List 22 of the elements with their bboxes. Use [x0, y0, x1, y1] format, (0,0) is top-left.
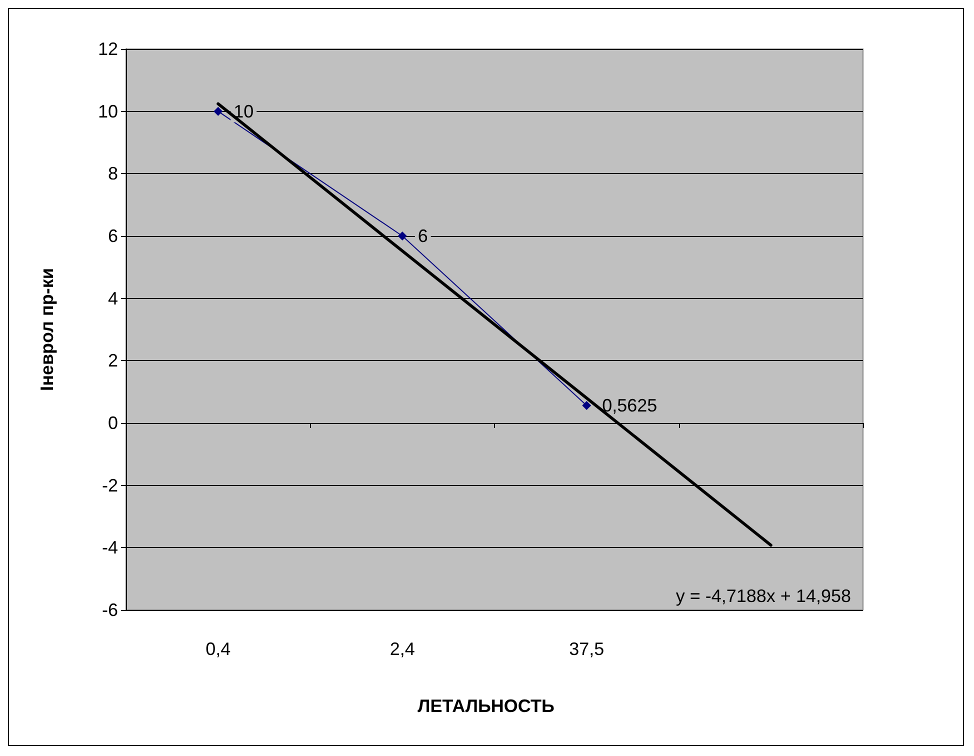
point — [398, 232, 407, 240]
y-tick-label: 4 — [108, 288, 118, 308]
y-tick-label: 0 — [108, 413, 118, 433]
y-tick-label: -6 — [102, 600, 118, 620]
point — [214, 106, 223, 116]
y-tick-label: 6 — [108, 226, 118, 246]
x-tick-label: 37,5 — [569, 639, 604, 659]
y-tick-label: 8 — [108, 164, 118, 184]
y-tick-label: 2 — [108, 350, 118, 371]
annotation: y = -4,7188x + 14,958 — [676, 586, 852, 606]
x-tick-label: 0,4 — [206, 639, 231, 659]
x-tick-label: 2,4 — [390, 639, 415, 659]
y-tick-label: 10 — [98, 101, 118, 122]
y-axis-title: Іневрол пр-ки — [37, 268, 57, 391]
data-label: 10 — [234, 101, 254, 122]
data-label: 0,5625 — [602, 395, 658, 416]
data-label: 6 — [418, 226, 428, 246]
x-axis-title: ЛЕТАЛЬНОСТЬ — [418, 696, 554, 716]
y-tick-label: -2 — [102, 475, 118, 496]
y-tick-label: 12 — [98, 39, 118, 59]
y-tick-label: -4 — [102, 538, 118, 558]
point — [582, 400, 592, 410]
